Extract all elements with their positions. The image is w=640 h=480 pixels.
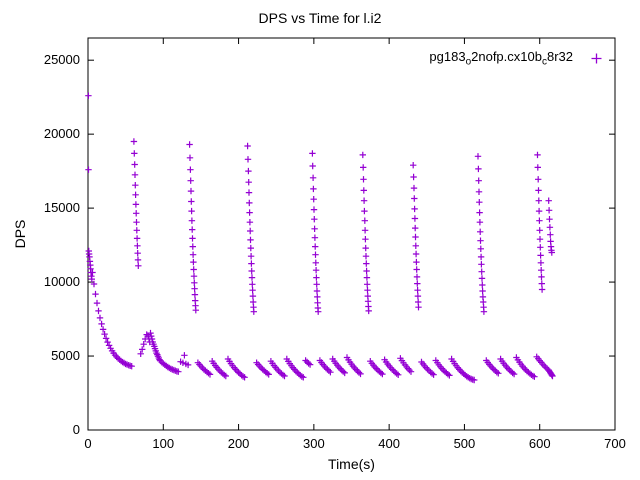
- x-tick-label: 400: [378, 436, 400, 451]
- legend-label-part: 2nofp.cx10b: [471, 49, 542, 64]
- x-tick-label: 600: [529, 436, 551, 451]
- x-tick-label: 200: [228, 436, 250, 451]
- legend-label-subscript: c: [541, 56, 547, 68]
- x-axis-label: Time(s): [328, 456, 375, 472]
- x-tick-label: 0: [84, 436, 91, 451]
- x-tick-label: 500: [454, 436, 476, 451]
- y-tick-label: 20000: [44, 126, 80, 141]
- data-points: [85, 92, 556, 384]
- x-tick-label: 300: [303, 436, 325, 451]
- legend: pg183o2nofp.cx10bc8r32: [429, 49, 604, 68]
- y-tick-label: 15000: [44, 200, 80, 215]
- legend-label-part: 8r32: [546, 49, 573, 64]
- y-tick-label: 0: [73, 422, 80, 437]
- chart-title: DPS vs Time for l.i2: [258, 10, 382, 26]
- legend-label-subscript: o: [465, 56, 472, 68]
- plot-border: [87, 37, 616, 431]
- y-tick-label: 5000: [51, 348, 80, 363]
- legend-label-part: pg183: [429, 49, 466, 64]
- x-tick-label: 700: [604, 436, 626, 451]
- y-axis-label: DPS: [12, 219, 28, 249]
- legend-marker-plus-icon: [591, 53, 602, 64]
- x-tick-label: 100: [152, 436, 174, 451]
- legend-series-label: pg183o2nofp.cx10bc8r32: [429, 49, 573, 68]
- y-tick-label: 10000: [44, 274, 80, 289]
- y-tick-label: 25000: [44, 52, 80, 67]
